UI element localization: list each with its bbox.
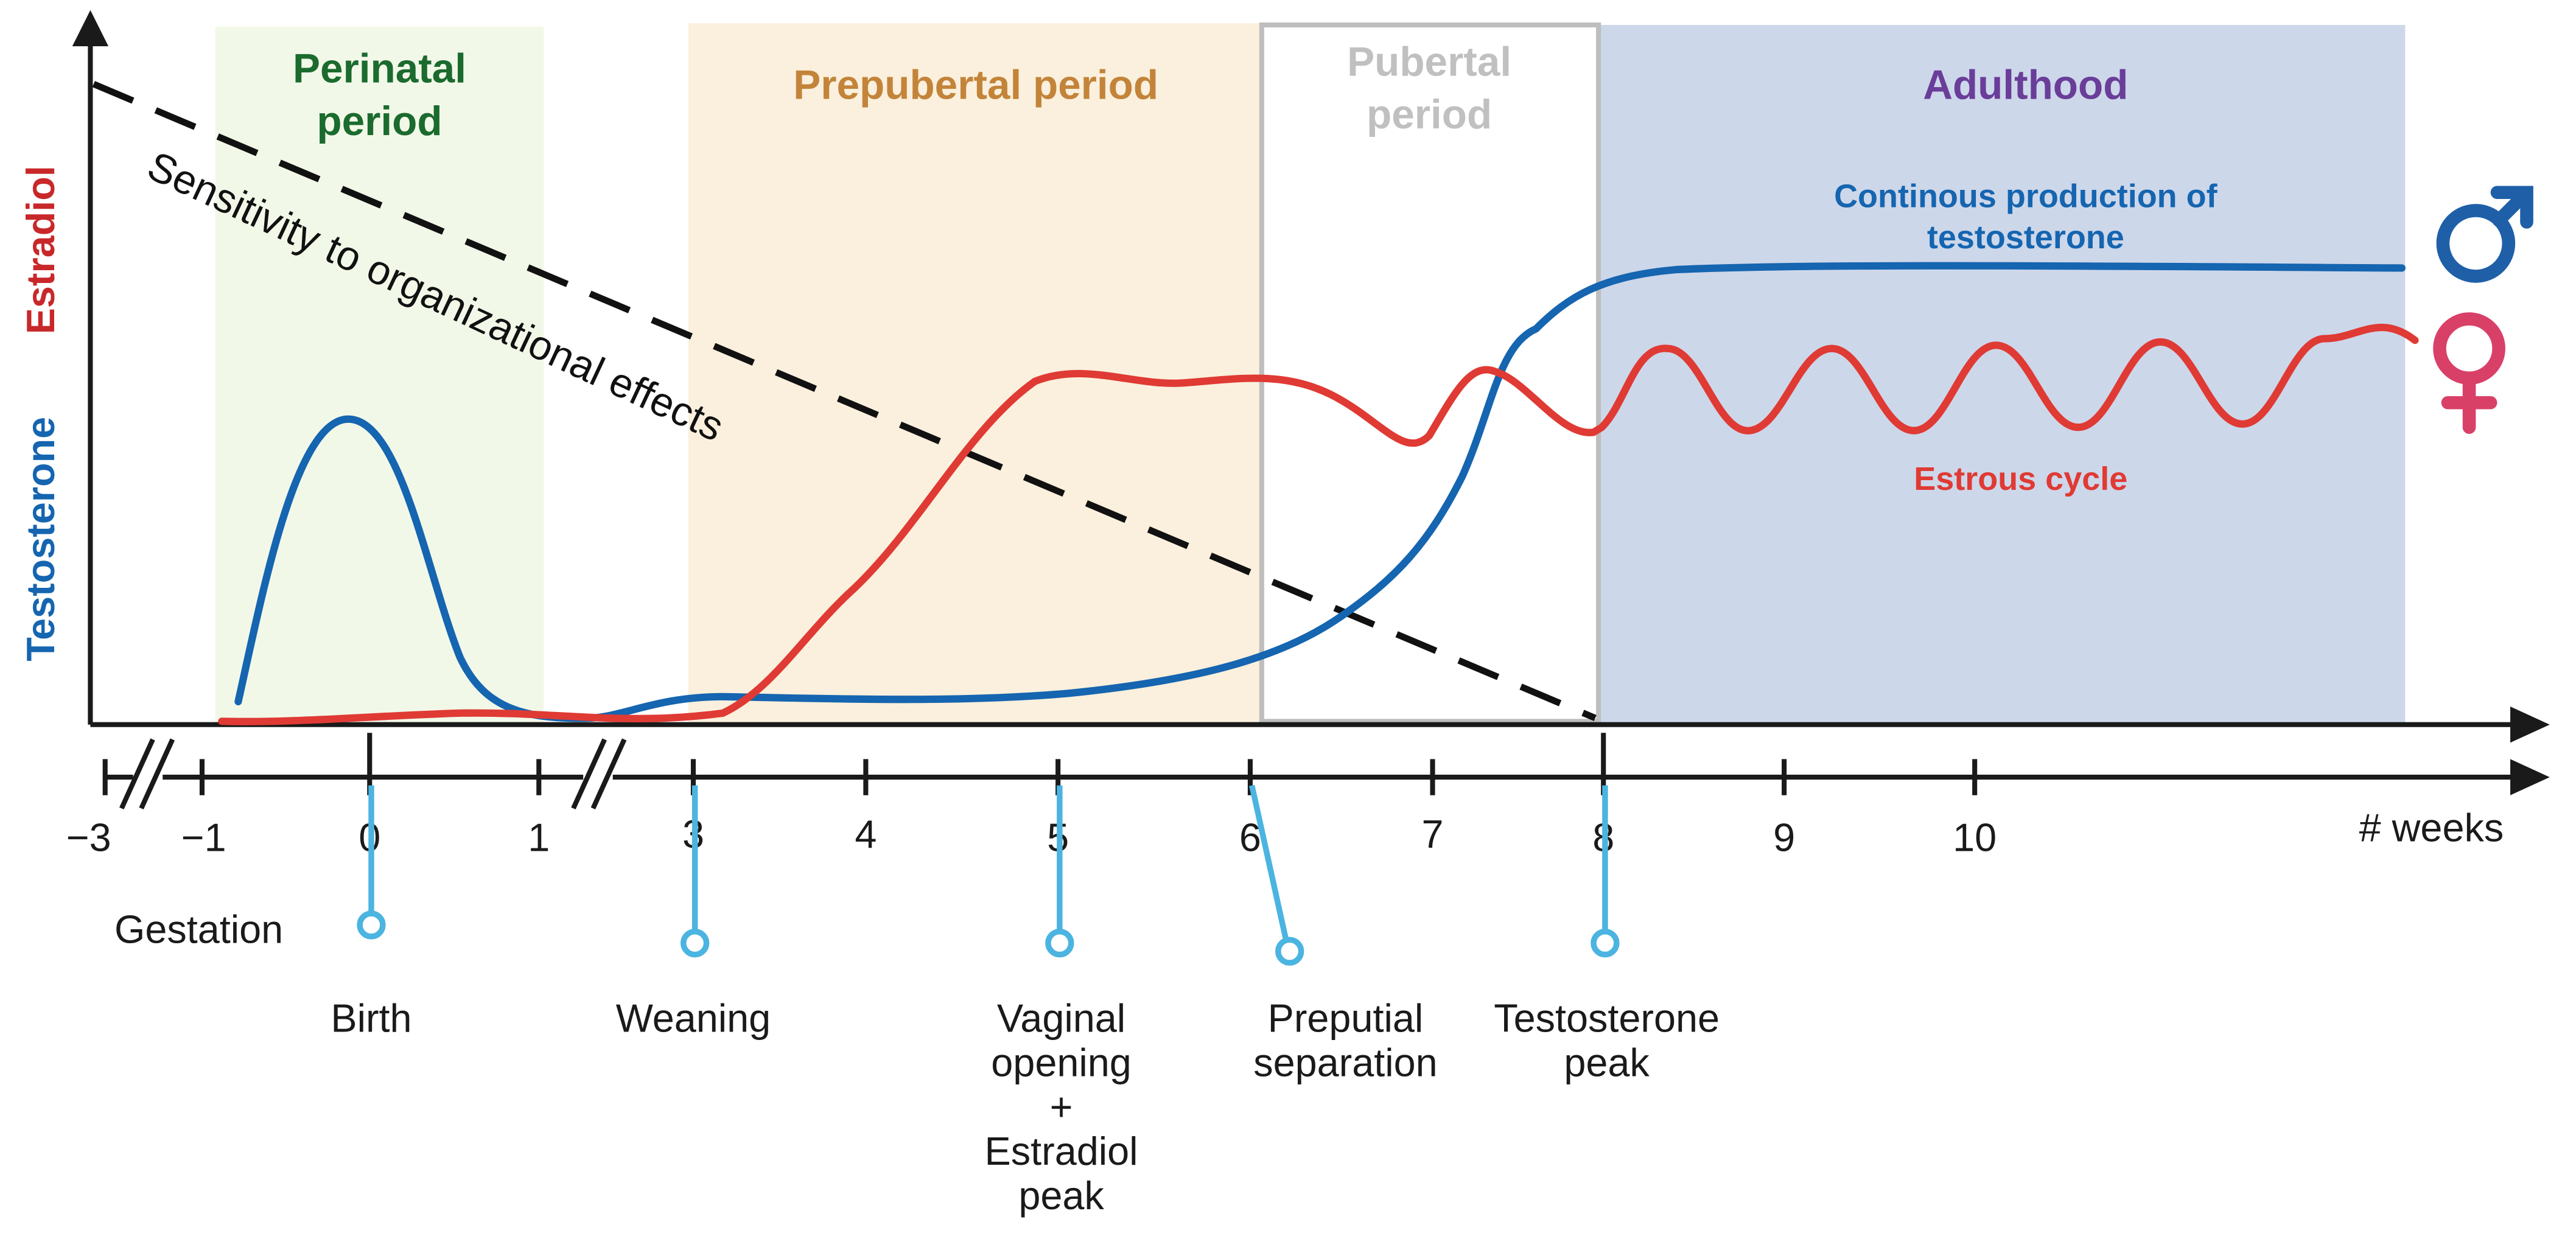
event-pin-preputial-head [1275, 937, 1304, 966]
adulthood-title: Adulthood [1923, 62, 2128, 108]
event-pin-preputial [1249, 784, 1289, 943]
event-pin-testosterone-head [1591, 929, 1620, 958]
timeline-break-slash-2b [590, 738, 627, 810]
continuous-production-label: Continous production of [1834, 178, 2218, 215]
x-axis-arrowhead [2510, 707, 2550, 743]
perinatal-title: Perinatal [293, 46, 466, 91]
event-label-testosterone: Testosterone [1494, 996, 1720, 1040]
female-symbol-icon [2433, 312, 2505, 435]
timeline-arrowhead [2510, 759, 2550, 795]
adulthood-band [1597, 24, 2406, 724]
estradiol-curve [218, 324, 2419, 725]
event-label-vaginal-line2: opening [991, 1040, 1132, 1084]
timeline-ticks [102, 733, 1978, 795]
event-label-preputial: Preputial [1268, 996, 1424, 1040]
prepubertal-band [688, 23, 1262, 724]
pubertal-title: Pubertal [1347, 40, 1511, 85]
tick-label: −3 [66, 815, 111, 860]
tick-label: 4 [855, 812, 877, 856]
event-label-vaginal-line3: + [1050, 1084, 1073, 1129]
perinatal-band [215, 26, 544, 724]
weeks-unit-label: # weeks [2359, 805, 2504, 850]
timeline-break-slash-1b [139, 738, 175, 810]
event-label-weaning: Weaning [616, 996, 771, 1040]
testosterone-curve [234, 262, 2406, 722]
y-label-estradiol: Estradiol [18, 166, 63, 334]
event-label-preputial-line2: separation [1253, 1040, 1437, 1084]
event-pin-birth-head [357, 910, 386, 940]
y-label-testosterone: Testosterone [18, 417, 63, 661]
male-symbol-icon [2436, 186, 2533, 283]
y-axis-arrowhead [72, 10, 109, 47]
estrous-cycle-label: Estrous cycle [1914, 461, 2127, 497]
event-label-birth: Birth [331, 996, 411, 1040]
event-label-vaginal-line5: peak [1018, 1173, 1104, 1218]
event-label-vaginal: Vaginal [997, 996, 1125, 1040]
event-label-vaginal-line4: Estradiol [985, 1129, 1138, 1173]
event-pin-vaginal-head [1045, 929, 1074, 958]
tick-label: 10 [1953, 815, 1997, 860]
event-pin-weaning-head [681, 929, 710, 958]
tick-label: 9 [1773, 815, 1795, 860]
event-label-testosterone-line2: peak [1564, 1040, 1650, 1084]
perinatal-title-line2: period [317, 99, 442, 144]
tick-label: 7 [1421, 812, 1443, 856]
timeline-break-slash-1a [119, 738, 155, 810]
gestation-label: Gestation [114, 907, 283, 952]
prepubertal-title: Prepubertal period [793, 62, 1158, 108]
pubertal-title-line2: period [1367, 92, 1492, 138]
pubertal-band [1259, 22, 1601, 724]
continuous-production-label-line2: testosterone [1927, 219, 2124, 256]
tick-label: 1 [528, 815, 550, 860]
tick-label: −1 [181, 815, 226, 860]
timeline-break-slash-2a [571, 738, 607, 810]
